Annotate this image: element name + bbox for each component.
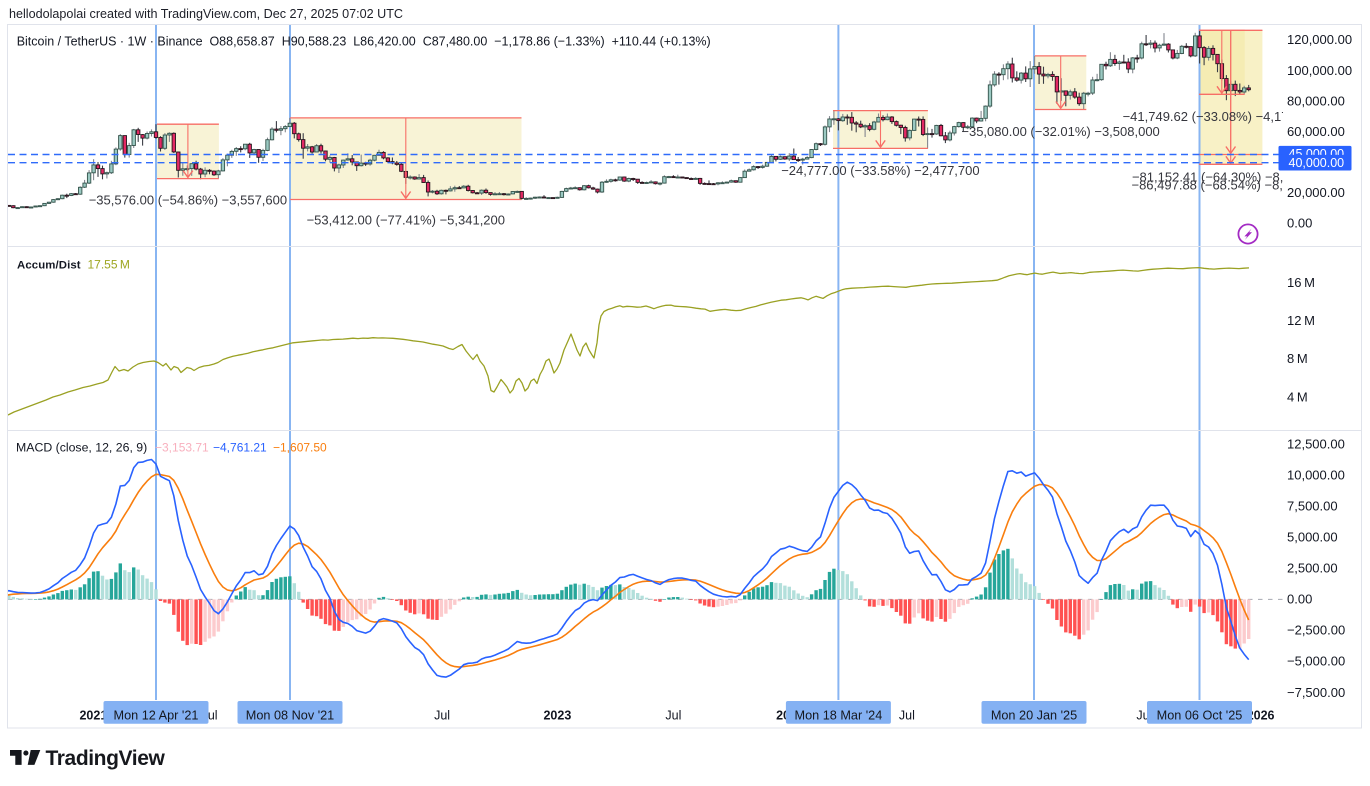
svg-text:Jul: Jul xyxy=(434,709,450,723)
svg-text:2,500.00: 2,500.00 xyxy=(1287,561,1338,576)
svg-text:−1,607.50: −1,607.50 xyxy=(273,441,327,455)
svg-text:Accum/Dist: Accum/Dist xyxy=(17,260,81,272)
svg-text:20,000.00: 20,000.00 xyxy=(1287,185,1345,200)
svg-text:Mon 12 Apr '21: Mon 12 Apr '21 xyxy=(114,709,199,723)
svg-text:−35,576.00 (−54.86%) −3,557,60: −35,576.00 (−54.86%) −3,557,600 xyxy=(89,192,287,207)
svg-text:−2,500.00: −2,500.00 xyxy=(1287,623,1345,638)
svg-text:−35,080.00 (−32.01%) −3,508,00: −35,080.00 (−32.01%) −3,508,000 xyxy=(961,124,1159,139)
svg-text:5,000.00: 5,000.00 xyxy=(1287,530,1338,545)
svg-text:12 M: 12 M xyxy=(1287,313,1315,328)
svg-text:12,500.00: 12,500.00 xyxy=(1287,436,1345,451)
svg-text:60,000.00: 60,000.00 xyxy=(1287,124,1345,139)
svg-text:100,000.00: 100,000.00 xyxy=(1287,63,1352,78)
svg-text:Mon 08 Nov '21: Mon 08 Nov '21 xyxy=(246,709,334,723)
svg-text:Mon 18 Mar '24: Mon 18 Mar '24 xyxy=(795,709,883,723)
svg-text:MACD (close, 12, 26, 9): MACD (close, 12, 26, 9) xyxy=(16,441,147,455)
svg-text:80,000.00: 80,000.00 xyxy=(1287,93,1345,108)
svg-text:2026: 2026 xyxy=(1247,709,1275,723)
svg-text:2023: 2023 xyxy=(543,709,571,723)
svg-text:−53,412.00 (−77.41%) −5,341,20: −53,412.00 (−77.41%) −5,341,200 xyxy=(307,212,505,227)
svg-text:7,500.00: 7,500.00 xyxy=(1287,498,1338,513)
svg-text:Bitcoin / TetherUS · 1W · Bina: Bitcoin / TetherUS · 1W · Binance O88,65… xyxy=(17,33,711,48)
svg-text:−5,000.00: −5,000.00 xyxy=(1287,654,1345,669)
svg-text:−81,152.41 (−64.30%) −8,115,24: −81,152.41 (−64.30%) −8,115,241 xyxy=(1132,170,1329,185)
svg-text:Jul: Jul xyxy=(665,709,681,723)
svg-text:hellodolapolai created with Tr: hellodolapolai created with TradingView.… xyxy=(9,6,403,21)
svg-text:0.00: 0.00 xyxy=(1287,216,1312,231)
svg-text:Mon 20 Jan '25: Mon 20 Jan '25 xyxy=(991,709,1077,723)
svg-text:40,000.00: 40,000.00 xyxy=(1289,156,1345,170)
svg-text:−3,153.71: −3,153.71 xyxy=(155,441,209,455)
svg-text:120,000.00: 120,000.00 xyxy=(1287,32,1352,47)
svg-text:−4,761.21: −4,761.21 xyxy=(213,441,267,455)
svg-text:−24,777.00 (−33.58%) −2,477,70: −24,777.00 (−33.58%) −2,477,700 xyxy=(781,163,979,178)
svg-text:0.00: 0.00 xyxy=(1287,592,1312,607)
svg-text:TradingView: TradingView xyxy=(46,747,166,770)
svg-text:Mon 06 Oct '25: Mon 06 Oct '25 xyxy=(1157,709,1243,723)
svg-text:−86,497.88 (−68.54%) −8,649,78: −86,497.88 (−68.54%) −8,649,788 xyxy=(1131,177,1329,192)
svg-text:10,000.00: 10,000.00 xyxy=(1287,467,1345,482)
svg-text:17.55 M: 17.55 M xyxy=(88,258,130,272)
svg-text:Jul: Jul xyxy=(899,709,915,723)
svg-text:4 M: 4 M xyxy=(1287,389,1308,404)
svg-text:−41,749.62 (−33.08%) −4,174,96: −41,749.62 (−33.08%) −4,174,962 xyxy=(1123,109,1321,124)
svg-text:8 M: 8 M xyxy=(1287,351,1308,366)
svg-text:−7,500.00: −7,500.00 xyxy=(1287,685,1345,700)
svg-text:2021: 2021 xyxy=(79,709,107,723)
svg-text:16 M: 16 M xyxy=(1287,275,1315,290)
